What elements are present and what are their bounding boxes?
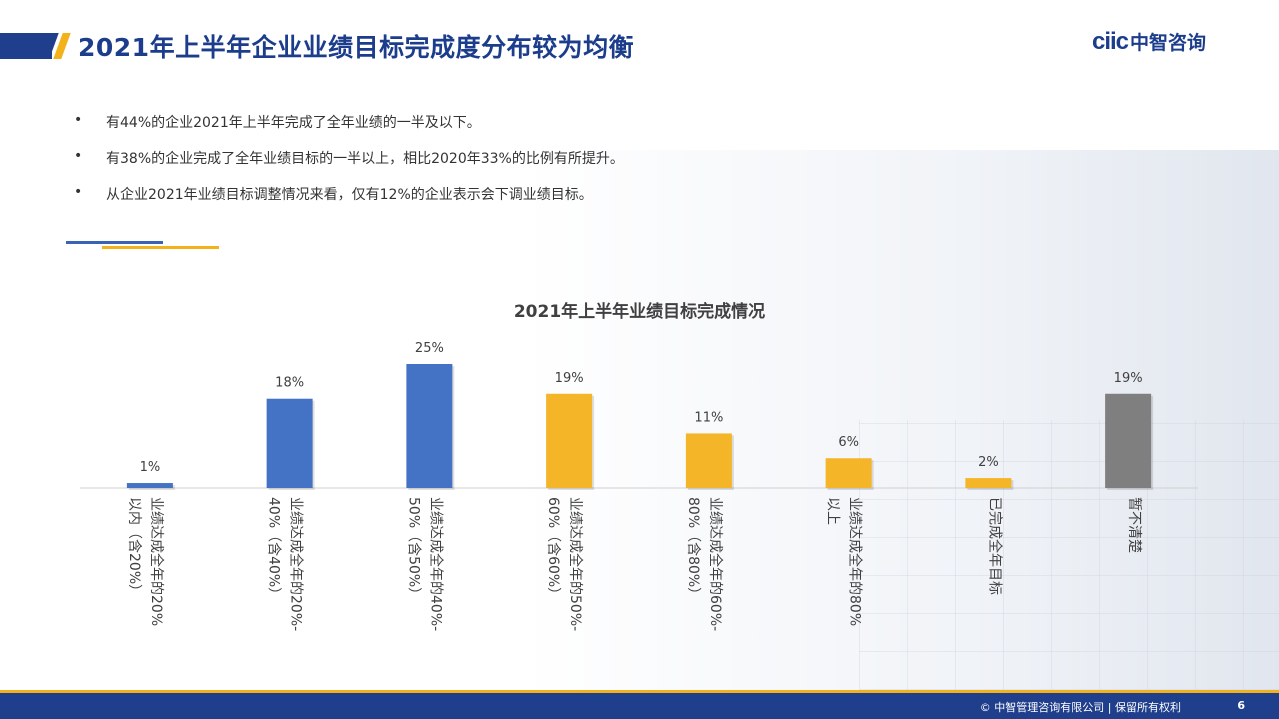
category-label-3-line-2: 50%（含50%） — [405, 497, 421, 601]
category-label-6-line-1: 业绩达成全年的80% — [847, 497, 864, 626]
copyright-text: © 中智管理咨询有限公司 | 保留所有权利 — [979, 701, 1181, 714]
data-label-7: 2% — [978, 455, 999, 470]
data-label-1: 1% — [140, 460, 161, 475]
data-label-6: 6% — [838, 435, 859, 450]
category-label-4-line-2: 60%（含60%） — [545, 497, 561, 601]
bar-3 — [406, 364, 453, 488]
data-label-8: 19% — [1114, 371, 1143, 386]
category-label-6-line-2: 以上 — [825, 497, 841, 525]
bullet-item: 从企业2021年业绩目标调整情况来看，仅有12%的企业表示会下调业绩目标。 — [72, 184, 624, 220]
decorative-line-yellow — [102, 246, 219, 249]
category-label-2-line-1: 业绩达成全年的20%- — [288, 497, 305, 631]
bullet-item: 有44%的企业2021年上半年完成了全年业绩的一半及以下。 — [72, 112, 624, 148]
background-building-image — [519, 150, 1279, 695]
bar-6 — [825, 458, 872, 488]
category-label-5-line-1: 业绩达成全年的60%- — [707, 497, 724, 631]
data-label-2: 18% — [275, 376, 304, 391]
data-label-3: 25% — [415, 341, 444, 356]
category-label-7-line-1: 已完成全年目标 — [986, 497, 1003, 595]
category-label-5-line-2: 80%（含80%） — [685, 497, 701, 601]
category-label-3-line-1: 业绩达成全年的40%- — [427, 497, 444, 631]
bar-8 — [1105, 393, 1152, 488]
category-label-1-line-1: 业绩达成全年的20% — [148, 497, 165, 626]
footer-bar: © 中智管理咨询有限公司 | 保留所有权利 6 — [0, 693, 1279, 719]
data-label-4: 19% — [555, 371, 584, 386]
category-label-1-line-2: 以内（含20%） — [126, 497, 142, 598]
bar-4 — [546, 393, 593, 488]
footer-accent-line — [0, 690, 1279, 693]
ciic-logo: ciic 中智咨询 — [1092, 28, 1206, 56]
bar-2 — [266, 398, 313, 488]
chart-title: 2021年上半年业绩目标完成情况 — [513, 302, 766, 322]
page-title: 2021年上半年企业业绩目标完成度分布较为均衡 — [78, 33, 635, 62]
bullet-item: 有38%的企业完成了全年业绩目标的一半以上，相比2020年33%的比例有所提升。 — [72, 148, 624, 184]
logo-mark: ciic — [1092, 28, 1129, 55]
category-label-4-line-1: 业绩达成全年的50%- — [567, 497, 584, 631]
category-label-2-line-2: 40%（含40%） — [266, 497, 282, 601]
logo-text: 中智咨询 — [1130, 32, 1207, 54]
bar-7 — [965, 478, 1012, 488]
summary-bullet-list: 有44%的企业2021年上半年完成了全年业绩的一半及以下。 有38%的企业完成了… — [72, 112, 624, 220]
bar-chart: 1% 业绩达成全年的20% 以内（含20%） 18% 业绩达成全年的20%- 40%（含4… — [80, 341, 1198, 631]
data-label-5: 11% — [694, 410, 723, 425]
page-number: 6 — [1237, 699, 1245, 712]
category-label-8-line-1: 暂不清楚 — [1126, 497, 1142, 553]
background-window-grid — [859, 420, 1279, 690]
decorative-line-blue — [66, 241, 163, 244]
bar-1 — [126, 483, 173, 488]
bar-5 — [685, 433, 732, 488]
